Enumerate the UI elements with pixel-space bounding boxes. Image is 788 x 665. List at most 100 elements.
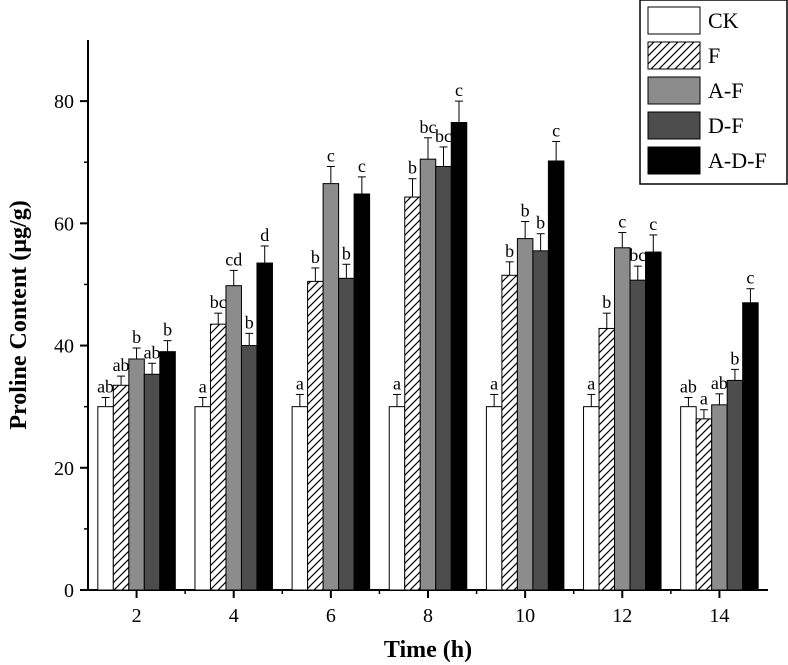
x-tick-label: 6	[326, 605, 336, 627]
bar-d-f-12	[629, 279, 647, 591]
bar-a-f-10	[516, 238, 534, 591]
significance-label: d	[260, 225, 269, 245]
significance-label: c	[552, 120, 560, 140]
bar-ck-4	[194, 406, 211, 591]
significance-label: ab	[711, 373, 728, 393]
significance-label: c	[618, 212, 626, 232]
bar-d-f-4	[240, 345, 258, 591]
bar-a-d-f-6	[353, 193, 371, 591]
x-tick-label: 12	[612, 605, 632, 627]
significance-labels: ababbabbabccdbdabcbcabbcbccabbbcabcbccab…	[97, 80, 754, 409]
legend-label-f: F	[708, 43, 720, 68]
legend-swatch-a-d-f	[647, 146, 701, 175]
significance-label: b	[521, 201, 530, 221]
significance-label: c	[746, 268, 754, 288]
bar-d-f-2	[143, 373, 161, 591]
legend-label-a-f: A-F	[708, 78, 743, 103]
bar-f-10	[501, 274, 518, 591]
significance-label: bc	[210, 292, 227, 312]
bar-a-f-6	[322, 183, 340, 591]
bar-d-f-8	[435, 166, 452, 591]
bar-a-f-4	[225, 285, 242, 591]
x-tick-label: 8	[423, 605, 433, 627]
significance-label: a	[199, 377, 207, 397]
significance-label: b	[408, 158, 417, 178]
significance-label: bc	[420, 117, 437, 137]
significance-label: ab	[113, 355, 130, 375]
bar-a-f-2	[128, 358, 145, 591]
significance-label: c	[455, 80, 463, 100]
bar-a-d-f-4	[256, 262, 273, 591]
x-tick-label: 14	[709, 605, 729, 627]
bar-a-f-14	[711, 404, 728, 591]
bar-a-f-12	[614, 247, 631, 591]
bar-f-4	[209, 323, 227, 591]
bar-a-d-f-12	[645, 251, 662, 591]
y-axis-title: Proline Content (µg/g)	[6, 200, 32, 429]
x-ticks: 2 4 6 8 10 12 14	[132, 590, 729, 627]
legend: CK F A-F D-F A-D-F	[639, 0, 788, 185]
bar-f-6	[307, 280, 324, 591]
bar-d-f-14	[726, 379, 744, 591]
bar-a-d-f-8	[450, 122, 468, 591]
significance-label: a	[490, 373, 498, 393]
legend-swatch-d-f	[647, 111, 701, 140]
significance-label: b	[602, 292, 611, 312]
y-tick-label: 80	[54, 91, 74, 113]
bar-d-f-10	[532, 250, 549, 591]
significance-label: bc	[629, 245, 646, 265]
bar-a-f-8	[419, 158, 437, 591]
significance-label: ab	[680, 377, 697, 397]
significance-label: a	[393, 373, 401, 393]
bar-f-2	[112, 384, 130, 591]
significance-label: c	[649, 214, 657, 234]
bar-ck-2	[97, 406, 114, 591]
legend-swatch-f	[647, 41, 701, 70]
significance-label: b	[311, 247, 320, 267]
y-tick-label: 0	[64, 580, 74, 602]
bar-ck-14	[680, 406, 697, 591]
error-bars	[101, 100, 755, 419]
significance-label: b	[245, 312, 254, 332]
y-tick-label: 40	[54, 336, 74, 358]
y-tick-label: 20	[54, 458, 74, 480]
y-ticks: 0 20 40 60 80	[54, 91, 88, 602]
bar-f-14	[695, 418, 713, 591]
significance-label: c	[358, 156, 366, 176]
x-tick-label: 10	[515, 605, 535, 627]
bar-d-f-6	[338, 277, 355, 591]
x-axis-title: Time (h)	[384, 637, 472, 663]
bars	[97, 122, 759, 591]
legend-label-d-f: D-F	[708, 113, 743, 138]
significance-label: b	[730, 348, 739, 368]
significance-label: a	[587, 373, 595, 393]
significance-label: a	[700, 389, 708, 409]
bar-a-d-f-2	[159, 351, 176, 591]
bar-ck-8	[388, 406, 406, 591]
significance-label: b	[536, 213, 545, 233]
significance-label: c	[327, 146, 335, 166]
significance-label: ab	[97, 377, 114, 397]
significance-label: bc	[435, 126, 452, 146]
bar-ck-12	[583, 406, 600, 591]
significance-label: b	[132, 327, 141, 347]
bar-ck-10	[485, 406, 503, 591]
significance-label: b	[163, 320, 172, 340]
significance-label: a	[296, 373, 304, 393]
bar-f-12	[598, 327, 616, 591]
x-tick-label: 2	[132, 605, 142, 627]
bar-a-d-f-14	[742, 302, 759, 591]
bar-a-d-f-10	[547, 160, 565, 591]
bar-ck-6	[291, 406, 309, 591]
significance-label: b	[342, 243, 351, 263]
y-tick-label: 60	[54, 213, 74, 235]
legend-swatch-a-f	[647, 76, 701, 105]
bar-f-8	[404, 196, 421, 591]
significance-label: b	[505, 241, 514, 261]
significance-label: cd	[225, 249, 242, 269]
significance-label: ab	[144, 342, 161, 362]
legend-label-a-d-f: A-D-F	[708, 148, 767, 173]
x-tick-label: 4	[229, 605, 239, 627]
legend-swatch-ck	[647, 6, 701, 35]
